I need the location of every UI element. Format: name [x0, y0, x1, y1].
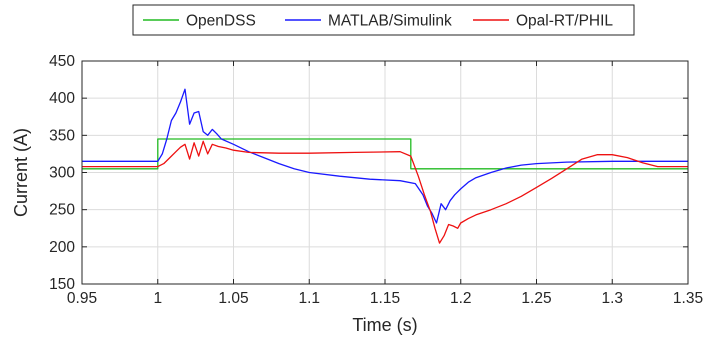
legend: OpenDSS MATLAB/Simulink Opal-RT/PHIL — [132, 4, 635, 36]
x-tick-label: 1.25 — [521, 290, 551, 307]
legend-label: Opal-RT/PHIL — [516, 13, 613, 30]
legend-box — [132, 4, 635, 36]
y-tick-label: 150 — [49, 276, 75, 293]
x-tick-label: 1.3 — [601, 290, 623, 307]
y-tick-label: 350 — [49, 127, 75, 144]
x-tick-label: 0.95 — [67, 290, 97, 307]
y-tick-label: 300 — [49, 165, 75, 182]
y-tick-label: 450 — [49, 53, 75, 70]
x-tick-label: 1 — [153, 290, 162, 307]
x-tick-label: 1.35 — [673, 290, 703, 307]
series-lines — [82, 88, 688, 244]
series-line-matlab-simulink — [82, 88, 688, 224]
y-axis-label: Current (A) — [11, 128, 31, 217]
y-tick-label: 400 — [49, 90, 75, 107]
axes — [81, 60, 689, 285]
legend-label: MATLAB/Simulink — [328, 13, 452, 30]
legend-label: OpenDSS — [186, 13, 256, 30]
y-tick-label: 200 — [49, 239, 75, 256]
tick-labels: 0.95 1 1.05 1.1 1.15 1.2 1.25 1.3 1.35 150 200 250 3… — [49, 53, 703, 307]
legend-entry-opal-rt-phil: Opal-RT/PHIL — [473, 13, 613, 30]
y-tick-label: 250 — [49, 202, 75, 219]
x-tick-label: 1.2 — [450, 290, 472, 307]
x-tick-label: 1.15 — [370, 290, 400, 307]
x-tick-label: 1.1 — [298, 290, 320, 307]
x-axis-label: Time (s) — [352, 315, 417, 335]
series-line-opal-rt-phil — [82, 140, 688, 244]
legend-entry-matlab-simulink: MATLAB/Simulink — [285, 13, 452, 30]
x-tick-label: 1.05 — [218, 290, 248, 307]
legend-entry-opendss: OpenDSS — [143, 13, 256, 30]
series-line-opendss — [82, 138, 688, 170]
